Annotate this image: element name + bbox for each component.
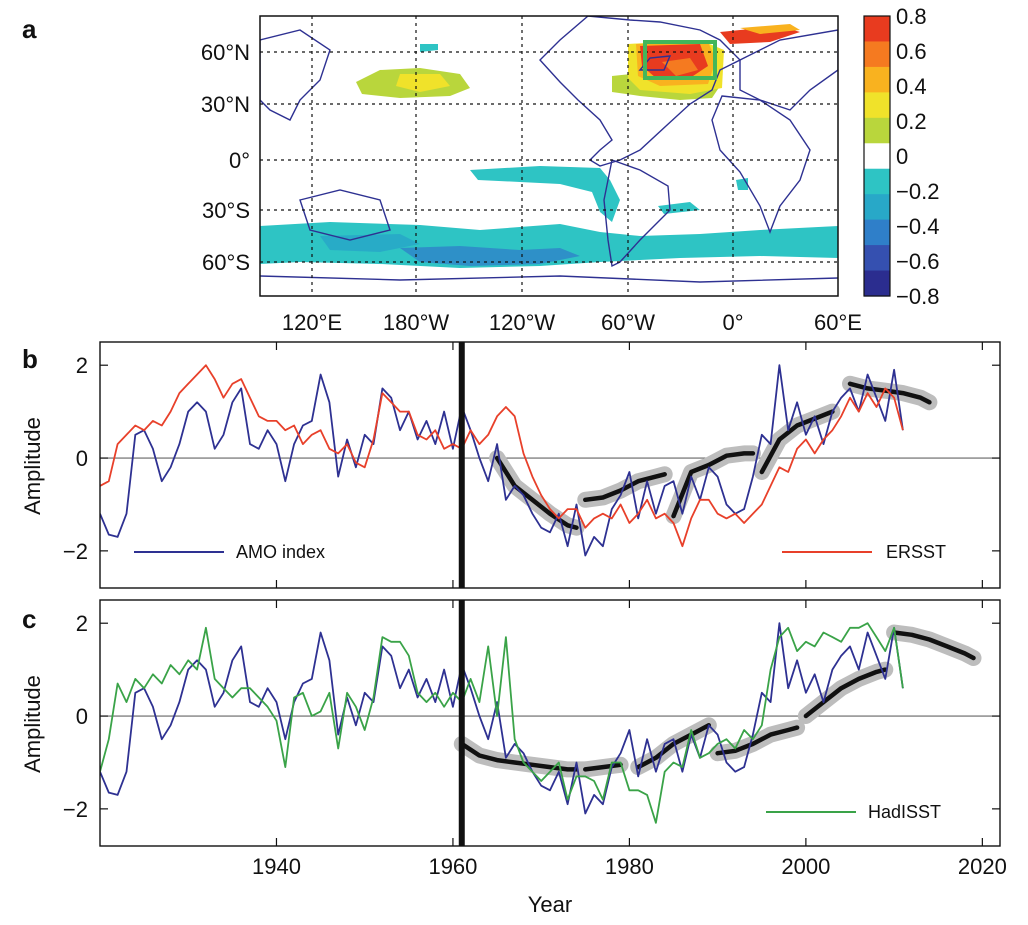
x-tick-label: 1980 <box>605 854 654 879</box>
colorbar-segment <box>864 270 890 297</box>
y-tick-label: 0 <box>76 446 88 471</box>
lat-label: 60°S <box>202 250 250 275</box>
lat-label: 30°N <box>201 92 250 117</box>
lat-label: 30°S <box>202 198 250 223</box>
panel-b-x-ticks <box>275 342 983 588</box>
map-frame <box>259 15 839 297</box>
colorbar-frame <box>863 15 891 297</box>
lat-label: 0° <box>229 148 250 173</box>
colorbar-segment <box>864 92 890 119</box>
colorbar-segment <box>864 219 890 246</box>
lon-label: 0° <box>722 310 743 335</box>
forecast-line <box>803 667 888 719</box>
colorbar-segment <box>864 143 890 170</box>
southern-ocean-band <box>260 222 838 268</box>
colorbar-tick-label: 0 <box>896 144 908 169</box>
panel-c-forecasts <box>453 624 982 778</box>
nordic-seas-orange <box>740 24 800 34</box>
panel-c-letter: c <box>22 604 36 634</box>
colorbar-segment <box>864 194 890 221</box>
colorbar-tick-label: 0.6 <box>896 39 927 64</box>
lon-label: 60°E <box>814 310 862 335</box>
panel-c-xlabel: Year <box>528 892 572 917</box>
panel-b-letter: b <box>22 344 38 374</box>
x-tick-label: 1940 <box>252 854 301 879</box>
colorbar-segment <box>864 66 890 93</box>
panel-b-y-ticks: 2 0 −2 <box>63 353 1000 564</box>
lon-label: 180°W <box>383 310 450 335</box>
forecast-line <box>891 630 976 661</box>
series-line <box>100 364 904 557</box>
legend-label-ersst: ERSST <box>886 542 946 562</box>
forecast-line <box>715 725 800 756</box>
panel-c-x-ticks: 1940 1960 1980 2000 2020 <box>252 600 1007 879</box>
panel-b-series <box>100 364 904 557</box>
colorbar-segment <box>864 16 890 43</box>
y-tick-label: −2 <box>63 539 88 564</box>
north-atlantic-red-core <box>662 58 698 76</box>
nw-pacific-patch <box>420 44 438 52</box>
forecast-spread <box>489 450 585 536</box>
north-pacific-warm-core <box>396 74 450 92</box>
colorbar-tick-label: −0.8 <box>896 284 939 309</box>
colorbar-ticks: 0.8 0.6 0.4 0.2 0 −0.2 −0.4 −0.6 −0.8 <box>896 4 939 309</box>
lat-label: 60°N <box>201 40 250 65</box>
colorbar-tick-label: −0.4 <box>896 214 939 239</box>
panel-c-frame <box>99 599 1001 847</box>
panel-b-timeseries: 2 0 −2 Amplitude AMO index ERSST <box>20 341 1001 589</box>
colorbar-tick-label: 0.4 <box>896 74 927 99</box>
colorbar-tick-label: −0.2 <box>896 179 939 204</box>
amo-region-box <box>643 40 717 80</box>
lat-labels: 60°N 30°N 0° 30°S 60°S <box>201 40 250 275</box>
indian-ocean-patch <box>736 178 748 190</box>
southern-ocean-deep <box>400 246 580 266</box>
panel-c-y-ticks: 2 0 −2 <box>63 611 1000 822</box>
y-tick-label: 2 <box>76 353 88 378</box>
panel-c-timeseries: 2 0 −2 1940 1960 1980 2000 2020 Amplitude Year… <box>20 599 1007 917</box>
colorbar-segment <box>864 168 890 195</box>
forecast-line <box>583 472 667 503</box>
colorbar-tick-label: −0.6 <box>896 249 939 274</box>
coastlines <box>260 16 838 283</box>
forecast-line <box>635 723 712 770</box>
x-tick-label: 2000 <box>781 854 830 879</box>
lon-labels: 120°E 180°W 120°W 60°W 0° 60°E <box>282 310 862 335</box>
panel-a-letter: a <box>22 14 37 44</box>
series-line <box>100 364 904 548</box>
series-line <box>100 622 904 824</box>
lon-label: 120°E <box>282 310 342 335</box>
lon-label: 120°W <box>489 310 556 335</box>
lon-label: 60°W <box>601 310 655 335</box>
colorbar-segment <box>864 245 890 272</box>
legend-label-hadisst: HadISST <box>868 802 941 822</box>
colorbar-tick-label: 0.8 <box>896 4 927 29</box>
x-tick-label: 2020 <box>958 854 1007 879</box>
y-tick-label: −2 <box>63 797 88 822</box>
tropical-pacific-tongue <box>470 166 620 222</box>
panel-a-map: 60°N 30°N 0° 30°S 60°S 120°E 180°W 120°W… <box>201 4 940 335</box>
y-tick-label: 2 <box>76 611 88 636</box>
x-tick-label: 1960 <box>428 854 477 879</box>
panel-b-ylabel: Amplitude <box>20 417 45 515</box>
map-gridlines <box>260 16 838 296</box>
panel-b-frame <box>99 341 1001 589</box>
colorbar-segment <box>864 117 890 144</box>
forecast-line <box>494 455 579 530</box>
panel-c-series <box>100 622 904 824</box>
series-line <box>100 622 904 815</box>
colorbar-tick-label: 0.2 <box>896 109 927 134</box>
panel-c-ylabel: Amplitude <box>20 675 45 773</box>
forecast-line <box>583 762 623 772</box>
colorbar <box>864 16 890 297</box>
legend-label-amo-b: AMO index <box>236 542 325 562</box>
forecast-line <box>759 409 835 475</box>
colorbar-segment <box>864 41 890 68</box>
y-tick-label: 0 <box>76 704 88 729</box>
forecast-line <box>671 451 756 519</box>
